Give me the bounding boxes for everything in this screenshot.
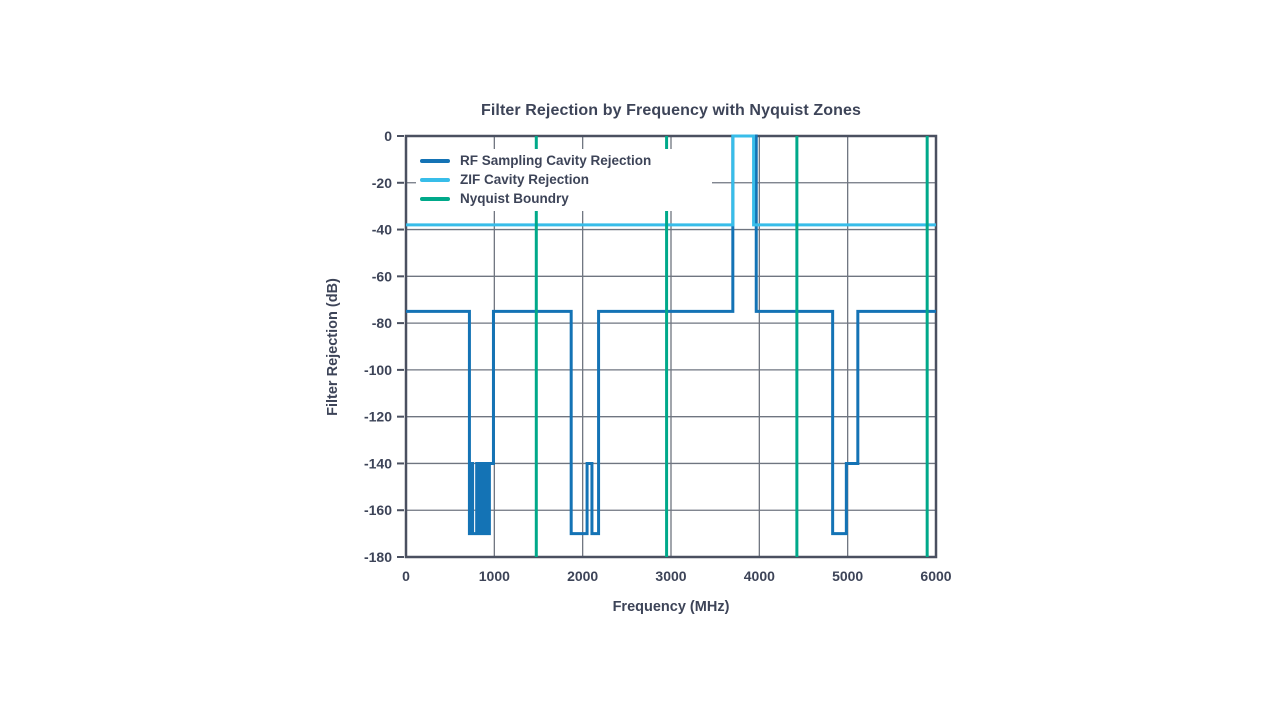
y-tick-label: 0 bbox=[384, 128, 392, 144]
rf-sampling-line-swatch bbox=[420, 158, 450, 163]
x-tick-label: 5000 bbox=[832, 568, 863, 584]
legend-label: RF Sampling Cavity Rejection bbox=[460, 153, 652, 168]
x-tick-label: 1000 bbox=[479, 568, 510, 584]
legend-item-nyquist: Nyquist Boundry bbox=[420, 189, 698, 208]
rf-sampling-cavity-rejection-line bbox=[406, 134, 936, 536]
legend: RF Sampling Cavity Rejection ZIF Cavity … bbox=[416, 149, 712, 211]
y-tick-label: -120 bbox=[364, 409, 392, 425]
legend-item-rf-sampling: RF Sampling Cavity Rejection bbox=[420, 151, 698, 170]
legend-label: ZIF Cavity Rejection bbox=[460, 172, 590, 187]
zif-line-swatch bbox=[420, 177, 450, 182]
x-axis-label: Frequency (MHz) bbox=[612, 599, 730, 615]
y-tick-label: -80 bbox=[372, 315, 392, 331]
plot-frame bbox=[404, 134, 938, 559]
y-tick-label: -160 bbox=[364, 502, 392, 518]
y-tick-label: -20 bbox=[372, 175, 392, 191]
zif-cavity-rejection-line bbox=[406, 134, 936, 227]
x-tick-label: 4000 bbox=[744, 568, 775, 584]
y-tick-label: -140 bbox=[364, 455, 392, 471]
y-tick-label: -180 bbox=[364, 549, 392, 565]
x-tick-label: 0 bbox=[402, 568, 410, 584]
legend-label: Nyquist Boundry bbox=[460, 191, 569, 206]
y-axis-label: Filter Rejection (dB) bbox=[325, 278, 341, 416]
x-tick-label: 3000 bbox=[655, 568, 686, 584]
nyquist-line-swatch bbox=[420, 196, 450, 201]
x-tick-label: 6000 bbox=[920, 568, 951, 584]
y-tick-label: -60 bbox=[372, 268, 392, 284]
chart-title: Filter Rejection by Frequency with Nyqui… bbox=[481, 102, 861, 119]
legend-item-zif: ZIF Cavity Rejection bbox=[420, 170, 698, 189]
y-tick-label: -40 bbox=[372, 222, 392, 238]
y-tick-label: -100 bbox=[364, 362, 392, 378]
x-tick-label: 2000 bbox=[567, 568, 598, 584]
